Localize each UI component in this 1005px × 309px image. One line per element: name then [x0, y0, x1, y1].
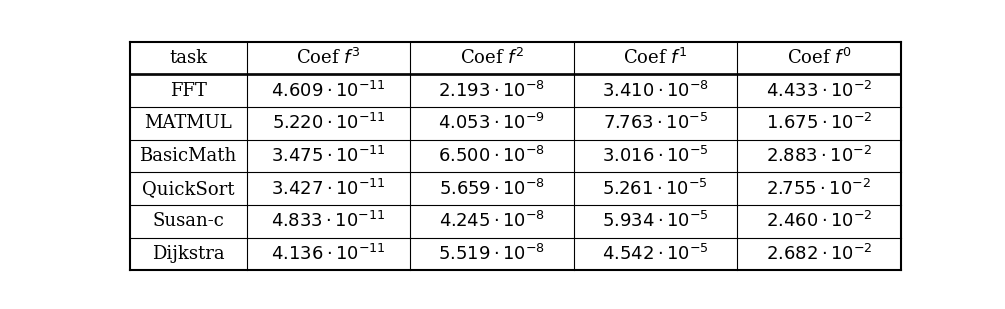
Text: $4.136 \cdot 10^{-11}$: $4.136 \cdot 10^{-11}$: [271, 244, 386, 264]
Text: FFT: FFT: [170, 82, 207, 100]
Text: $3.410 \cdot 10^{-8}$: $3.410 \cdot 10^{-8}$: [602, 81, 709, 101]
Text: $5.261 \cdot 10^{-5}$: $5.261 \cdot 10^{-5}$: [602, 179, 709, 199]
Text: task: task: [169, 49, 207, 67]
Text: $1.675 \cdot 10^{-2}$: $1.675 \cdot 10^{-2}$: [766, 113, 872, 133]
Text: $4.433 \cdot 10^{-2}$: $4.433 \cdot 10^{-2}$: [766, 81, 872, 101]
Text: Coef $f^1$: Coef $f^1$: [623, 48, 687, 68]
Text: $4.053 \cdot 10^{-9}$: $4.053 \cdot 10^{-9}$: [438, 113, 546, 133]
Text: QuickSort: QuickSort: [142, 180, 234, 198]
Text: $4.245 \cdot 10^{-8}$: $4.245 \cdot 10^{-8}$: [439, 211, 545, 231]
Text: MATMUL: MATMUL: [145, 114, 232, 133]
Text: $5.519 \cdot 10^{-8}$: $5.519 \cdot 10^{-8}$: [438, 244, 546, 264]
Text: Coef $f^0$: Coef $f^0$: [787, 48, 851, 68]
Text: $7.763 \cdot 10^{-5}$: $7.763 \cdot 10^{-5}$: [603, 113, 709, 133]
Text: $3.016 \cdot 10^{-5}$: $3.016 \cdot 10^{-5}$: [602, 146, 709, 166]
Text: $3.475 \cdot 10^{-11}$: $3.475 \cdot 10^{-11}$: [271, 146, 386, 166]
Text: $4.833 \cdot 10^{-11}$: $4.833 \cdot 10^{-11}$: [271, 211, 386, 231]
Text: Dijkstra: Dijkstra: [152, 245, 224, 263]
Text: Coef $f^3$: Coef $f^3$: [296, 48, 361, 68]
Text: $4.542 \cdot 10^{-5}$: $4.542 \cdot 10^{-5}$: [602, 244, 709, 264]
Text: $6.500 \cdot 10^{-8}$: $6.500 \cdot 10^{-8}$: [438, 146, 546, 166]
Text: $5.934 \cdot 10^{-5}$: $5.934 \cdot 10^{-5}$: [602, 211, 709, 231]
Text: $3.427 \cdot 10^{-11}$: $3.427 \cdot 10^{-11}$: [271, 179, 386, 199]
Text: Coef $f^2$: Coef $f^2$: [460, 48, 524, 68]
Text: $2.755 \cdot 10^{-2}$: $2.755 \cdot 10^{-2}$: [766, 179, 871, 199]
Text: $2.682 \cdot 10^{-2}$: $2.682 \cdot 10^{-2}$: [766, 244, 872, 264]
Text: $2.193 \cdot 10^{-8}$: $2.193 \cdot 10^{-8}$: [438, 81, 546, 101]
Text: $2.883 \cdot 10^{-2}$: $2.883 \cdot 10^{-2}$: [766, 146, 872, 166]
Text: BasicMath: BasicMath: [140, 147, 237, 165]
Text: $5.659 \cdot 10^{-8}$: $5.659 \cdot 10^{-8}$: [439, 179, 545, 199]
Text: Susan-c: Susan-c: [152, 212, 224, 230]
Text: $5.220 \cdot 10^{-11}$: $5.220 \cdot 10^{-11}$: [271, 113, 385, 133]
Text: $4.609 \cdot 10^{-11}$: $4.609 \cdot 10^{-11}$: [271, 81, 386, 101]
Text: $2.460 \cdot 10^{-2}$: $2.460 \cdot 10^{-2}$: [766, 211, 872, 231]
